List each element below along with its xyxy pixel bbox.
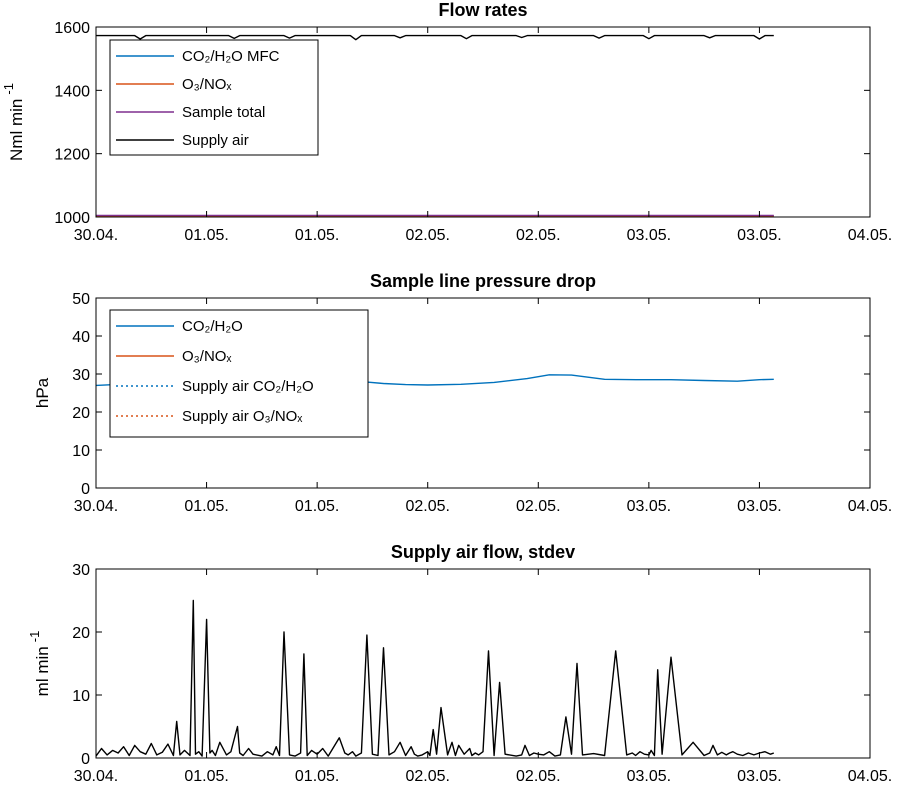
x-tick-label: 01.05. — [295, 227, 339, 244]
y-tick-label: 20 — [72, 625, 90, 642]
x-tick-label: 30.04. — [74, 227, 118, 244]
x-tick-label: 03.05. — [737, 768, 781, 785]
y-tick-label: 30 — [72, 367, 90, 384]
x-tick-label: 03.05. — [627, 768, 671, 785]
y-tick-label: 10 — [72, 688, 90, 705]
y-axis-label: ml min -1 — [27, 631, 52, 697]
y-tick-label: 1400 — [54, 83, 90, 100]
x-tick-label: 04.05. — [848, 498, 892, 515]
y-tick-label: 1600 — [54, 20, 90, 37]
axes-box — [95, 568, 871, 759]
legend-box — [109, 39, 319, 156]
chart-title: Sample line pressure drop — [370, 271, 596, 291]
legend-label: Supply air — [182, 132, 249, 149]
y-tick-label: 40 — [72, 329, 90, 346]
x-tick-label: 02.05. — [405, 768, 449, 785]
x-tick-label: 30.04. — [74, 498, 118, 515]
y-tick-label: 1200 — [54, 147, 90, 164]
series-line-0 — [96, 599, 775, 757]
legend-label: O₃/NOₓ — [182, 348, 231, 365]
y-tick-label: 1000 — [54, 210, 90, 227]
y-tick-label: 0 — [81, 751, 90, 768]
x-tick-label: 02.05. — [405, 498, 449, 515]
x-tick-label: 03.05. — [737, 498, 781, 515]
y-tick-label: 30 — [72, 562, 90, 579]
y-axis-label-exponent: -1 — [27, 631, 42, 643]
y-tick-label: 0 — [81, 481, 90, 498]
legend: CO₂/H₂O O₃/NOₓ Supply air CO₂/H₂O Supply ai… — [109, 309, 369, 438]
y-tick-label: 50 — [72, 291, 90, 308]
y-axis-label: hPa — [33, 377, 52, 408]
x-tick-label: 01.05. — [295, 768, 339, 785]
legend-label: Sample total — [182, 104, 265, 121]
series-line-3 — [96, 34, 774, 41]
x-tick-label: 03.05. — [737, 227, 781, 244]
series-group — [96, 34, 774, 217]
x-tick-label: 01.05. — [184, 498, 228, 515]
x-tick-label: 03.05. — [627, 227, 671, 244]
y-axis-label-text: hPa — [33, 377, 52, 408]
supply-air-stdev-panel: Supply air flow, stdev ml min -1 0 10 20 30 30.… — [27, 542, 892, 785]
x-tick-label: 02.05. — [516, 768, 560, 785]
y-tick-label: 10 — [72, 443, 90, 460]
chart-title: Flow rates — [438, 0, 527, 20]
y-tick-label: 20 — [72, 405, 90, 422]
x-tick-label: 03.05. — [627, 498, 671, 515]
axes-box — [95, 26, 871, 218]
x-tick-label: 04.05. — [848, 768, 892, 785]
x-tick-label: 01.05. — [184, 227, 228, 244]
series-group — [96, 599, 775, 757]
pressure-drop-panel: Sample line pressure drop hPa 0 10 20 30 40 50 3… — [33, 271, 892, 515]
legend-label: Supply air CO₂/H₂O — [182, 378, 314, 395]
flow-rates-panel: Flow rates Nml min -1 1000 1200 1400 1600 30.04… — [1, 0, 892, 244]
x-tick-label: 01.05. — [295, 498, 339, 515]
x-tick-label: 02.05. — [405, 227, 449, 244]
legend-label: Supply air O₃/NOₓ — [182, 408, 302, 425]
y-axis-label: Nml min -1 — [1, 83, 26, 161]
legend-label: CO₂/H₂O MFC — [182, 48, 280, 65]
x-tick-label: 02.05. — [516, 498, 560, 515]
axes-box — [95, 297, 871, 489]
y-axis-label-text: ml min — [33, 646, 52, 696]
chart-title: Supply air flow, stdev — [391, 542, 575, 562]
x-tick-label: 04.05. — [848, 227, 892, 244]
y-axis-label-text: Nml min — [7, 99, 26, 161]
x-tick-label: 02.05. — [516, 227, 560, 244]
legend-label: O₃/NOₓ — [182, 76, 231, 93]
x-tick-label: 01.05. — [184, 768, 228, 785]
legend-label: CO₂/H₂O — [182, 318, 243, 335]
x-tick-label: 30.04. — [74, 768, 118, 785]
legend: CO₂/H₂O MFC O₃/NOₓ Sample total Supply air — [109, 39, 319, 156]
y-axis-label-exponent: -1 — [1, 83, 16, 95]
